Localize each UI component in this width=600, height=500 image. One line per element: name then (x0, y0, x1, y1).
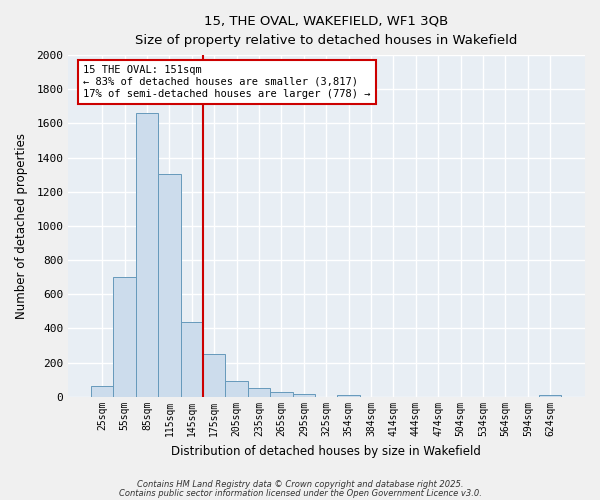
Text: Contains public sector information licensed under the Open Government Licence v3: Contains public sector information licen… (119, 489, 481, 498)
Bar (203, 354, 226, 397)
Y-axis label: Number of detached properties: Number of detached properties (15, 133, 28, 319)
Bar (91, 386, 113, 397)
Bar (136, 113, 158, 397)
Bar (270, 392, 293, 397)
Text: Contains HM Land Registry data © Crown copyright and database right 2025.: Contains HM Land Registry data © Crown c… (137, 480, 463, 489)
Bar (226, 382, 248, 397)
X-axis label: Distribution of detached houses by size in Wakefield: Distribution of detached houses by size … (172, 444, 481, 458)
Text: 15 THE OVAL: 151sqm
← 83% of detached houses are smaller (3,817)
17% of semi-det: 15 THE OVAL: 151sqm ← 83% of detached ho… (83, 66, 371, 98)
Bar (248, 388, 270, 397)
Bar (539, 395, 562, 397)
Bar (113, 277, 136, 397)
Title: 15, THE OVAL, WAKEFIELD, WF1 3QB
Size of property relative to detached houses in: 15, THE OVAL, WAKEFIELD, WF1 3QB Size of… (135, 15, 517, 47)
Bar (293, 394, 315, 397)
Bar (337, 395, 360, 397)
Bar (181, 322, 203, 397)
Bar (158, 174, 181, 397)
